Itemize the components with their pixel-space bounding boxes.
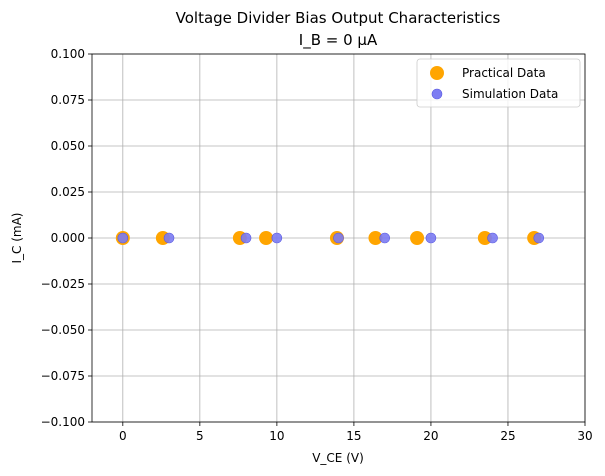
y-tick-label: 0.000	[51, 231, 85, 245]
legend-label-simulation: Simulation Data	[462, 87, 558, 101]
simulation-data-point	[425, 232, 437, 244]
y-tick-label: −0.025	[41, 277, 85, 291]
legend-box	[416, 58, 581, 108]
legend-label-practical: Practical Data	[462, 66, 546, 80]
y-tick-label: −0.075	[41, 369, 85, 383]
y-tick-label: −0.050	[41, 323, 85, 337]
y-axis-label: I_C (mA)	[10, 213, 24, 264]
x-tick-label: 5	[196, 429, 204, 443]
x-axis-label: V_CE (V)	[312, 451, 364, 465]
x-tick-label: 25	[500, 429, 515, 443]
y-tick-label: 0.075	[51, 93, 85, 107]
simulation-data-point	[240, 232, 252, 244]
y-tick-label: −0.100	[41, 415, 85, 429]
legend: Practical Data Simulation Data	[416, 58, 581, 108]
simulation-data-point	[117, 232, 129, 244]
simulation-data-point	[533, 232, 545, 244]
x-tick-label: 20	[423, 429, 438, 443]
legend-marker-simulation	[431, 88, 443, 100]
y-tick-label: 0.025	[51, 185, 85, 199]
simulation-data-point	[333, 232, 344, 244]
simulation-data-point	[271, 232, 283, 244]
simulation-data-point	[379, 232, 391, 244]
chart-title: Voltage Divider Bias Output Characterist…	[176, 9, 501, 27]
chart-subtitle: I_B = 0 µA	[299, 31, 378, 50]
y-tick-label: 0.100	[51, 47, 85, 61]
x-tick-label: 0	[119, 429, 127, 443]
x-tick-label: 10	[269, 429, 284, 443]
plot-markers	[115, 231, 545, 245]
practical-data-point	[410, 231, 425, 245]
practical-data-point	[259, 231, 274, 245]
practical-data-point	[368, 231, 383, 245]
simulation-data-point	[487, 232, 498, 244]
axis-ticks: 0 5 10 15 20 25 30 −0.100 −0.075 −0.050 −0.025 0.00…	[41, 47, 593, 443]
x-tick-label: 30	[577, 429, 592, 443]
simulation-data-point	[163, 232, 175, 244]
y-tick-label: 0.050	[51, 139, 85, 153]
practical-data-point	[477, 231, 492, 245]
x-tick-label: 15	[346, 429, 361, 443]
legend-marker-practical	[430, 66, 444, 80]
